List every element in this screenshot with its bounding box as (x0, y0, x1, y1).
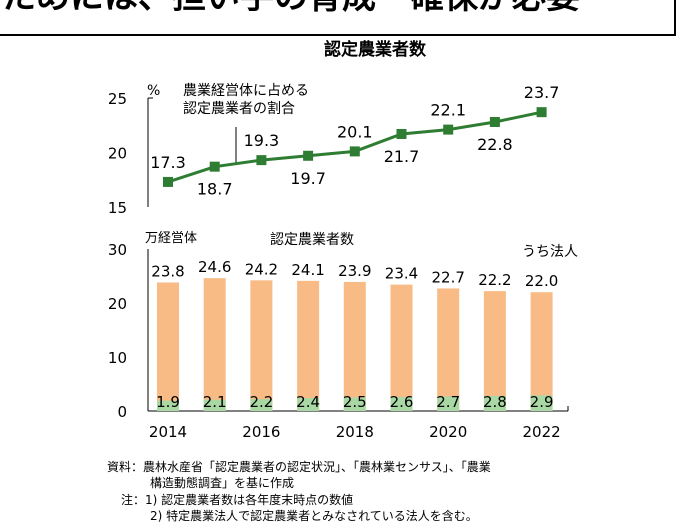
bar-unit-label: 万経営体 (145, 231, 197, 246)
bar-total-label: 23.4 (385, 265, 418, 283)
bar-series-label: 認定農業者数 (270, 232, 354, 248)
bar-total-label: 24.1 (291, 261, 324, 279)
bar-total-label: 24.6 (198, 258, 231, 276)
chart-title: 認定農業者数 (324, 39, 427, 60)
bar-series-label: うち法人 (522, 244, 578, 260)
note-2: 2) 特定農業法人で認定農業者とみなされている法人を含む。 (150, 509, 478, 523)
bar-corporate-label: 2.4 (296, 393, 320, 411)
line-data-label: 17.3 (150, 153, 186, 172)
line-data-label: 22.1 (430, 101, 466, 120)
bar-y-tick-label: 30 (108, 241, 127, 259)
bar-total (343, 281, 366, 411)
bar-corporate (437, 396, 460, 411)
x-tick-label: 2022 (523, 423, 561, 441)
bar-total (390, 284, 413, 411)
x-tick-label: 2020 (429, 423, 467, 441)
bar-total (203, 278, 226, 411)
bar-total-label: 22.2 (478, 271, 511, 289)
bar-corporate-label: 2.9 (530, 393, 554, 411)
line-y-tick-label: 25 (108, 90, 127, 108)
line-data-label: 23.7 (524, 83, 560, 102)
bar-corporate-label: 2.1 (203, 393, 227, 411)
bar-total (157, 282, 179, 411)
bar-corporate (483, 395, 506, 411)
line-y-tick-label: 15 (108, 199, 127, 217)
bar-corporate-label: 2.7 (436, 393, 460, 411)
bar-total (483, 291, 506, 411)
line-data-label: 20.1 (337, 122, 373, 141)
line-data-label: 21.7 (384, 147, 420, 166)
x-tick-label: 2018 (336, 423, 374, 441)
bar-total-label: 22.0 (525, 272, 558, 290)
bar-corporate (203, 399, 226, 411)
bar-corporate (530, 395, 553, 411)
source-note-cont: 構造動態調査」を基に作成 (150, 476, 295, 490)
line-point (349, 146, 360, 157)
line-data-label: 22.8 (477, 135, 513, 154)
bar-total (297, 280, 320, 411)
x-tick-label: 2016 (242, 423, 280, 441)
bar-total-label: 23.8 (151, 262, 184, 280)
slide-title: ためには、担い手の育成・確保が必要 (2, 0, 580, 14)
line-point (443, 124, 454, 135)
line-point (536, 107, 547, 118)
line-point (303, 150, 314, 161)
line-point (256, 155, 267, 166)
bar-total (437, 288, 460, 411)
line-data-label: 18.7 (197, 180, 233, 199)
slide-title-banner: ためには、担い手の育成・確保が必要 (0, 0, 676, 36)
bar-corporate-label: 2.8 (483, 393, 507, 411)
line-series-label: 認定農業者の割合 (183, 100, 295, 117)
bar-corporate (157, 400, 179, 411)
bar-total-label: 23.9 (338, 262, 371, 280)
line-data-label: 19.3 (244, 131, 280, 150)
bar-corporate (343, 397, 366, 411)
bar-y-tick-label: 0 (117, 403, 127, 421)
bar-corporate-label: 2.5 (343, 393, 367, 411)
x-tick-label: 2014 (149, 423, 187, 441)
bar-corporate (297, 398, 320, 411)
bar-corporate-label: 2.6 (390, 393, 414, 411)
line-series-label: 農業経営体に占める (183, 83, 309, 99)
line-point (396, 128, 407, 139)
note-1: 注：1) 認定農業者数は各年度末時点の数値 (121, 493, 354, 507)
bar-total (530, 292, 553, 411)
bar-y-tick-label: 10 (108, 349, 127, 367)
source-note: 資料：農林水産省「認定農業者の認定状況」、「農林業センサス」、「農業 (107, 460, 491, 474)
line-point (489, 116, 500, 127)
line-point (209, 161, 220, 172)
line-y-tick-label: 20 (108, 145, 127, 163)
line-data-label: 19.7 (290, 169, 326, 188)
bar-corporate (250, 399, 273, 411)
bar-corporate-label: 1.9 (156, 393, 180, 411)
bar-corporate (390, 396, 413, 411)
line-point (163, 176, 173, 187)
bar-total-label: 22.7 (431, 268, 464, 286)
bar-y-tick-label: 20 (108, 295, 127, 313)
bar-total-label: 24.2 (245, 260, 278, 278)
bar-total (250, 280, 273, 411)
line-unit-label: % (147, 83, 160, 99)
bar-corporate-label: 2.2 (249, 393, 273, 411)
